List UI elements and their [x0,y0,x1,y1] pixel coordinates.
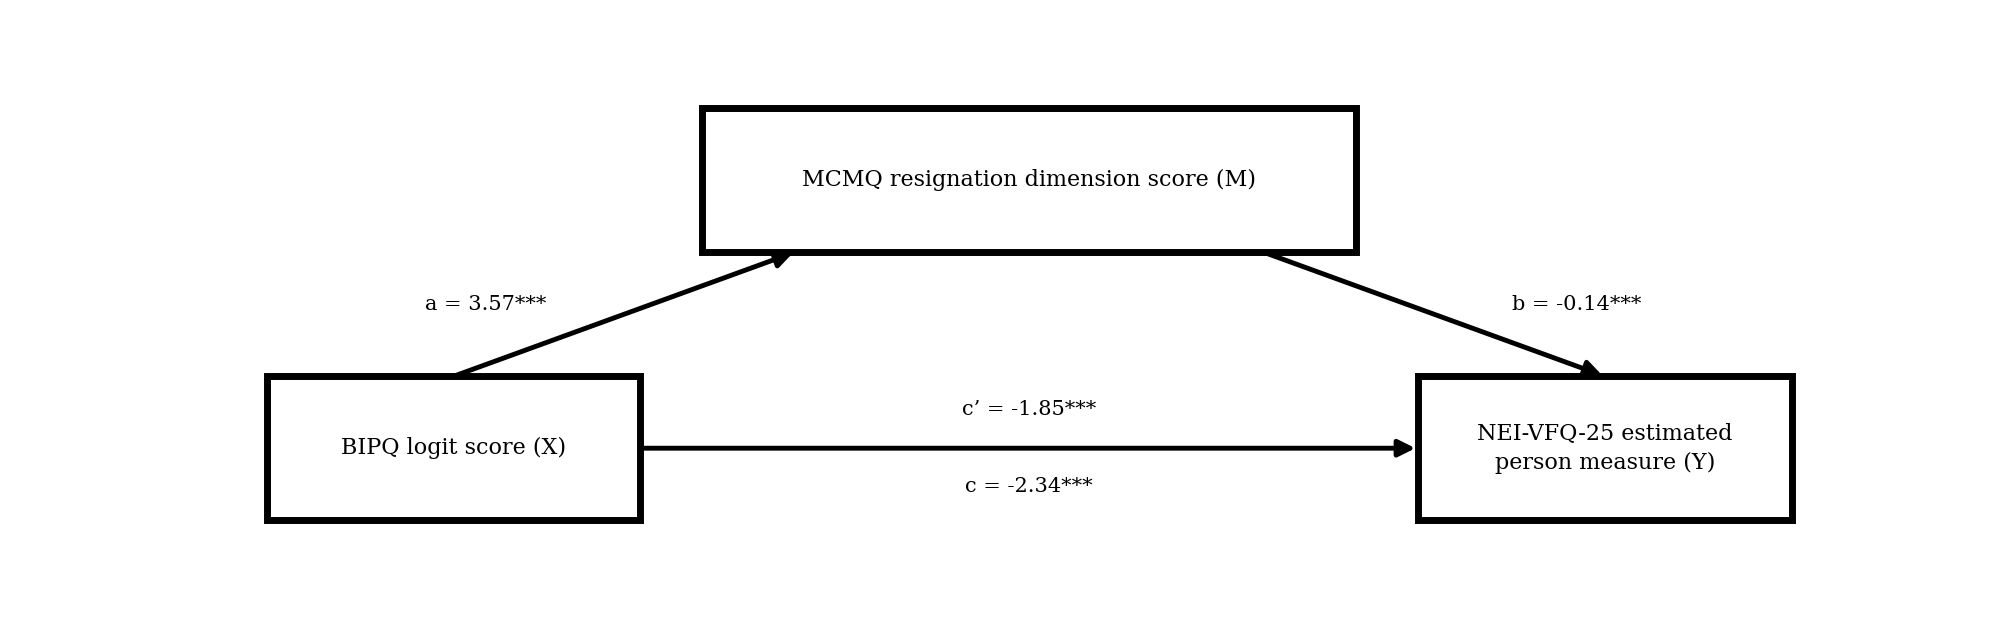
Bar [1417,376,1790,520]
Bar [267,376,640,520]
FancyArrowPatch shape [456,253,787,376]
Text: c = -2.34***: c = -2.34*** [965,477,1092,496]
Text: BIPQ logit score (X): BIPQ logit score (X) [341,437,566,459]
Text: NEI-VFQ-25 estimated
person measure (Y): NEI-VFQ-25 estimated person measure (Y) [1477,423,1732,474]
Text: c’ = -1.85***: c’ = -1.85*** [961,401,1096,419]
Text: MCMQ resignation dimension score (M): MCMQ resignation dimension score (M) [801,169,1256,191]
Text: b = -0.14***: b = -0.14*** [1511,295,1640,314]
FancyArrowPatch shape [1264,253,1596,375]
Text: a = 3.57***: a = 3.57*** [425,295,546,314]
Bar [702,108,1355,252]
FancyArrowPatch shape [642,441,1409,455]
